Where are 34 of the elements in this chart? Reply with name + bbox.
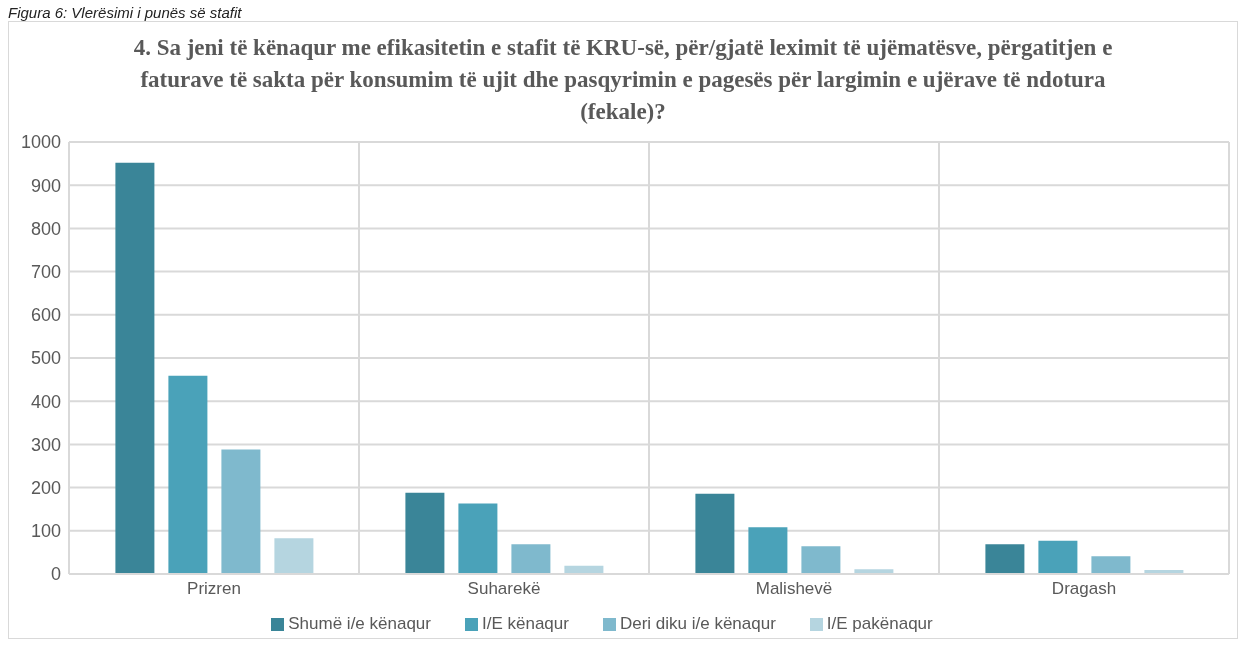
legend-label: I/E pakënaqur xyxy=(826,614,933,633)
y-tick-label: 600 xyxy=(30,305,61,326)
x-tick-label: Malishevë xyxy=(755,579,833,599)
bar xyxy=(405,492,445,574)
bar xyxy=(168,375,208,574)
bar xyxy=(458,503,498,574)
bar xyxy=(274,538,314,574)
bar xyxy=(985,544,1025,574)
x-tick-label: Dragash xyxy=(1051,579,1117,599)
bar xyxy=(1038,540,1078,574)
y-tick-label: 1000 xyxy=(20,132,61,153)
legend-label: Deri diku i/e kënaqur xyxy=(619,614,776,633)
y-tick-label: 0 xyxy=(50,564,61,585)
y-tick-label: 400 xyxy=(30,391,61,412)
legend-label: I/E kënaqur xyxy=(481,614,569,633)
y-tick-label: 900 xyxy=(30,175,61,196)
bar xyxy=(748,527,788,574)
x-tick-label: Suharekë xyxy=(467,579,541,599)
y-tick-label: 300 xyxy=(30,434,61,455)
y-tick-label: 500 xyxy=(30,348,61,369)
chart-title: 4. Sa jeni të kënaqur me efikasitetin e stafit të KRU-së, për/gjatë leximit të ujëmatësve, përgatitjen e faturave të sakta për konsumim të ujit dhe pasqyrimin e pagesës për largimin e ujërave të ndotura (fekale)? xyxy=(132,34,1114,126)
text: Figura 6: Vlerësimi i punës së stafit xyxy=(8,4,243,21)
bar xyxy=(511,544,551,574)
bar xyxy=(221,449,261,574)
legend-label: Shumë i/e kënaqur xyxy=(288,614,431,633)
y-tick-label: 100 xyxy=(30,521,61,542)
bar xyxy=(695,493,735,574)
x-tick-label: Prizren xyxy=(187,579,241,599)
y-tick-label: 700 xyxy=(30,261,61,282)
bar xyxy=(115,162,155,574)
bar xyxy=(1091,556,1131,574)
y-tick-label: 200 xyxy=(30,477,61,498)
y-tick-label: 800 xyxy=(30,218,61,239)
bar xyxy=(801,546,841,574)
